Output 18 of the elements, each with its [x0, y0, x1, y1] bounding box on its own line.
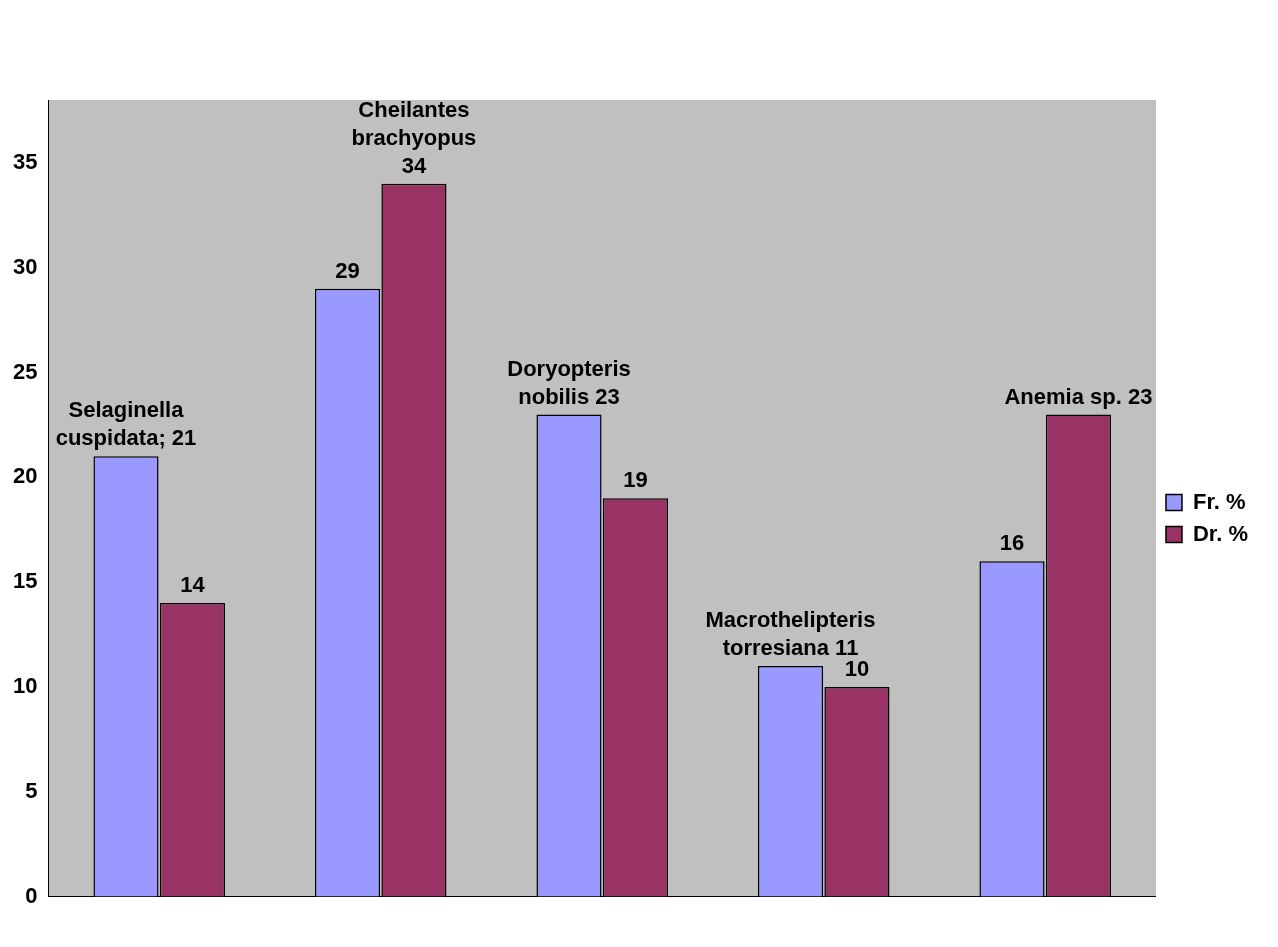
y-tick-label: 15: [12, 568, 38, 594]
legend-label: Fr. %: [1192, 488, 1246, 514]
y-tick-label: 20: [12, 463, 38, 489]
y-tick-label: 30: [12, 253, 38, 279]
data-label: Selaginella cuspidata; 21: [55, 397, 197, 451]
y-tick-label: 10: [12, 673, 38, 699]
legend-label: Dr. %: [1192, 520, 1249, 546]
data-label: 16: [999, 530, 1025, 556]
data-label: 29: [335, 257, 360, 283]
data-label: Cheilantes brachyopus 34: [351, 96, 477, 178]
data-label: Doryopteris nobilis 23: [507, 355, 631, 409]
y-tick-label: 35: [12, 148, 38, 174]
data-label: 19: [623, 467, 648, 493]
y-tick-label: 0: [25, 882, 38, 908]
y-tick-label: 5: [25, 777, 38, 803]
data-label: 14: [180, 572, 206, 598]
data-label: Anemia sp. 23: [1004, 383, 1153, 409]
y-tick-label: 25: [12, 358, 38, 384]
